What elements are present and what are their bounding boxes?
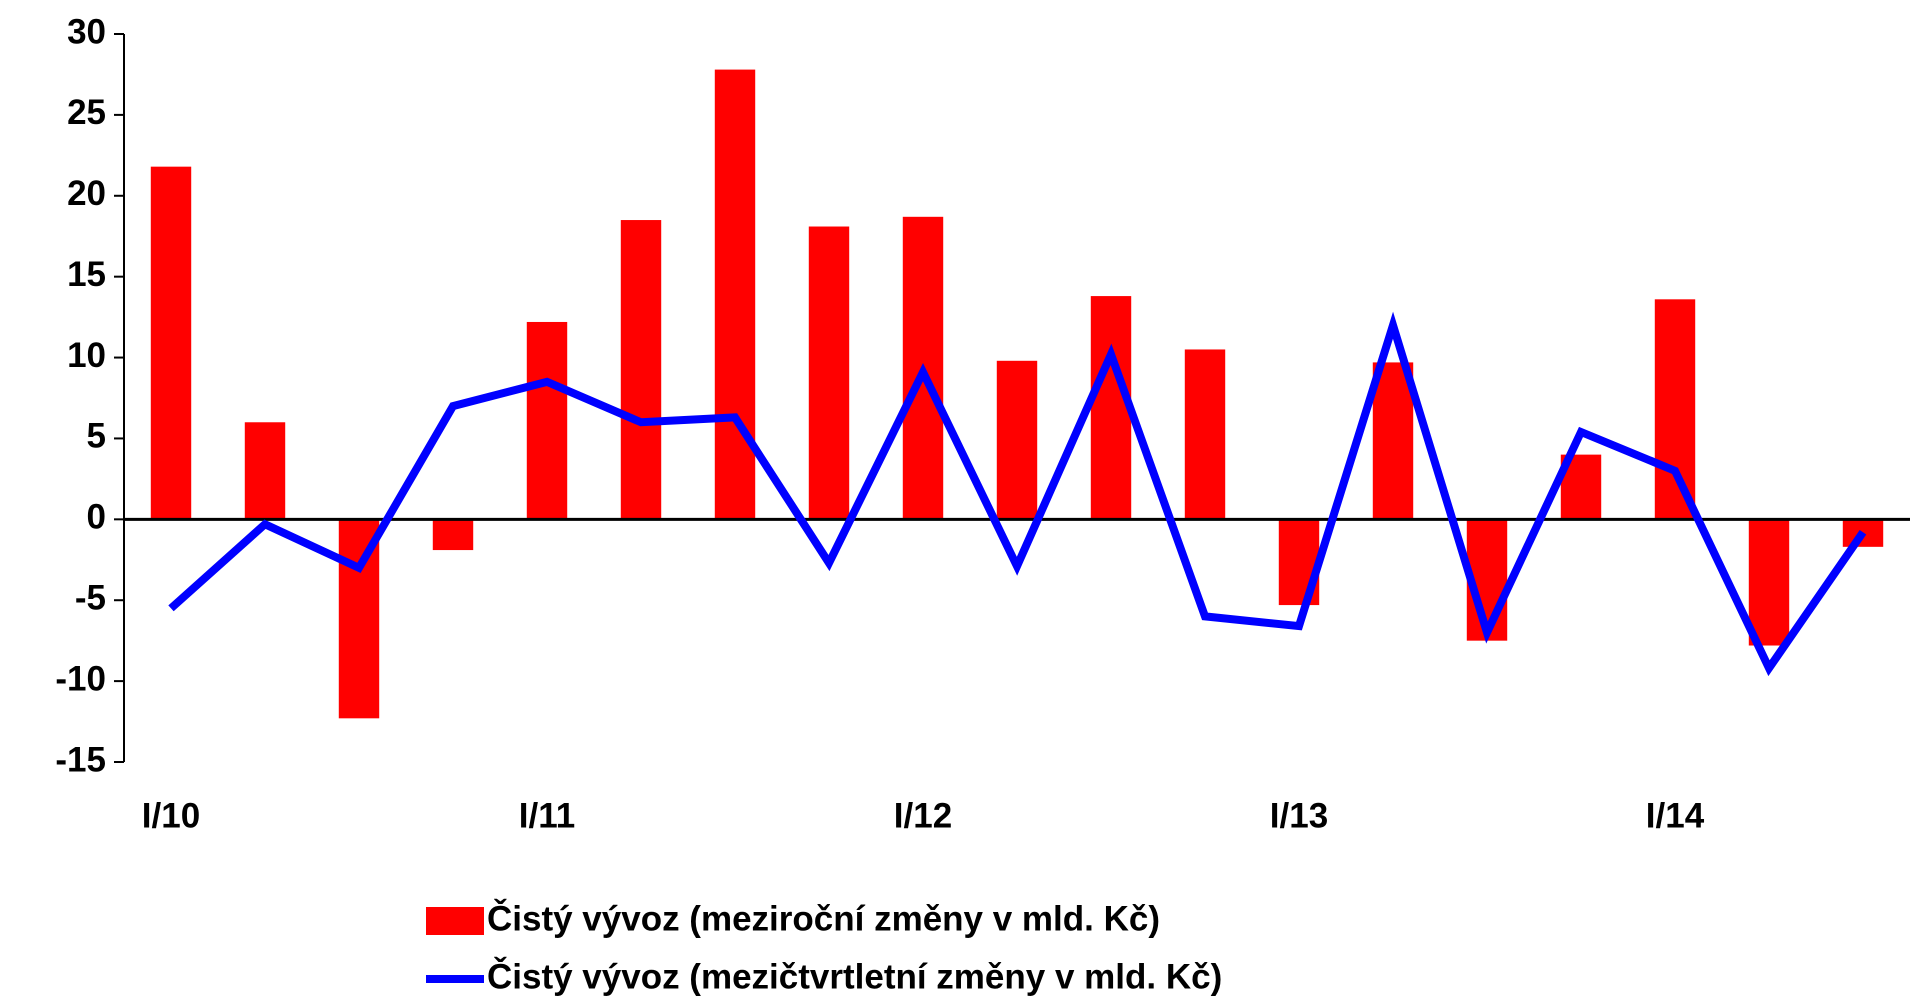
y-tick-label: 0: [87, 498, 106, 537]
line: [168, 311, 1867, 677]
bar: [620, 220, 662, 520]
y-tick-label: 5: [87, 417, 106, 456]
legend-label: Čistý vývoz (meziroční změny v mld. Kč): [487, 898, 1160, 938]
y-tick-label: -5: [75, 578, 106, 617]
bar: [1090, 296, 1132, 520]
y-tick-label: -15: [55, 740, 106, 779]
y-tick-label: 20: [67, 174, 106, 213]
bar: [996, 360, 1038, 520]
x-tick-label: I/12: [894, 796, 952, 835]
bar: [1654, 299, 1696, 520]
x-tick-label: I/11: [519, 796, 575, 835]
x-tick-label: I/10: [142, 796, 200, 835]
bar: [526, 321, 568, 520]
x-tick-label: I/13: [1270, 796, 1328, 835]
bar: [808, 226, 850, 520]
y-tick-label: 10: [67, 336, 106, 375]
bar: [244, 422, 286, 520]
bar: [432, 519, 474, 551]
bar: [1372, 362, 1414, 520]
legend-swatch: [426, 907, 484, 935]
legend-label: Čistý vývoz (mezičtvrtletní změny v mld.…: [487, 956, 1222, 996]
bar: [1184, 349, 1226, 520]
bar: [1748, 519, 1790, 646]
y-tick-label: 15: [67, 255, 106, 294]
bar: [714, 69, 756, 520]
y-tick-label: 25: [67, 93, 106, 132]
x-tick-label: I/14: [1646, 796, 1705, 835]
y-tick-label: 30: [67, 12, 106, 51]
bar: [150, 166, 192, 520]
y-tick-label: -10: [55, 659, 106, 698]
